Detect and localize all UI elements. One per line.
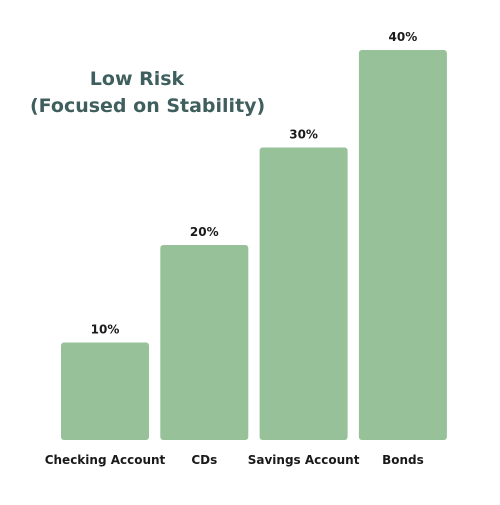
bar-bonds — [358, 50, 447, 440]
category-label-checking-account: Checking Account — [45, 453, 166, 467]
category-label-bonds: Bonds — [382, 453, 424, 467]
data-label-checking-account: 10% — [91, 323, 120, 337]
bar-checking-account — [61, 342, 149, 440]
category-label-savings-account: Savings Account — [248, 453, 360, 467]
bar-cds — [160, 245, 249, 440]
chart-subtitle: (Focused on Stability) — [30, 95, 266, 117]
data-label-savings-account: 30% — [289, 128, 318, 142]
chart-title-block: Low Risk (Focused on Stability) — [30, 66, 266, 120]
category-label-cds: CDs — [191, 453, 217, 467]
chart-title: Low Risk — [89, 68, 185, 90]
data-label-cds: 20% — [190, 225, 219, 239]
data-label-bonds: 40% — [389, 30, 418, 44]
bar-savings-account — [259, 147, 348, 440]
